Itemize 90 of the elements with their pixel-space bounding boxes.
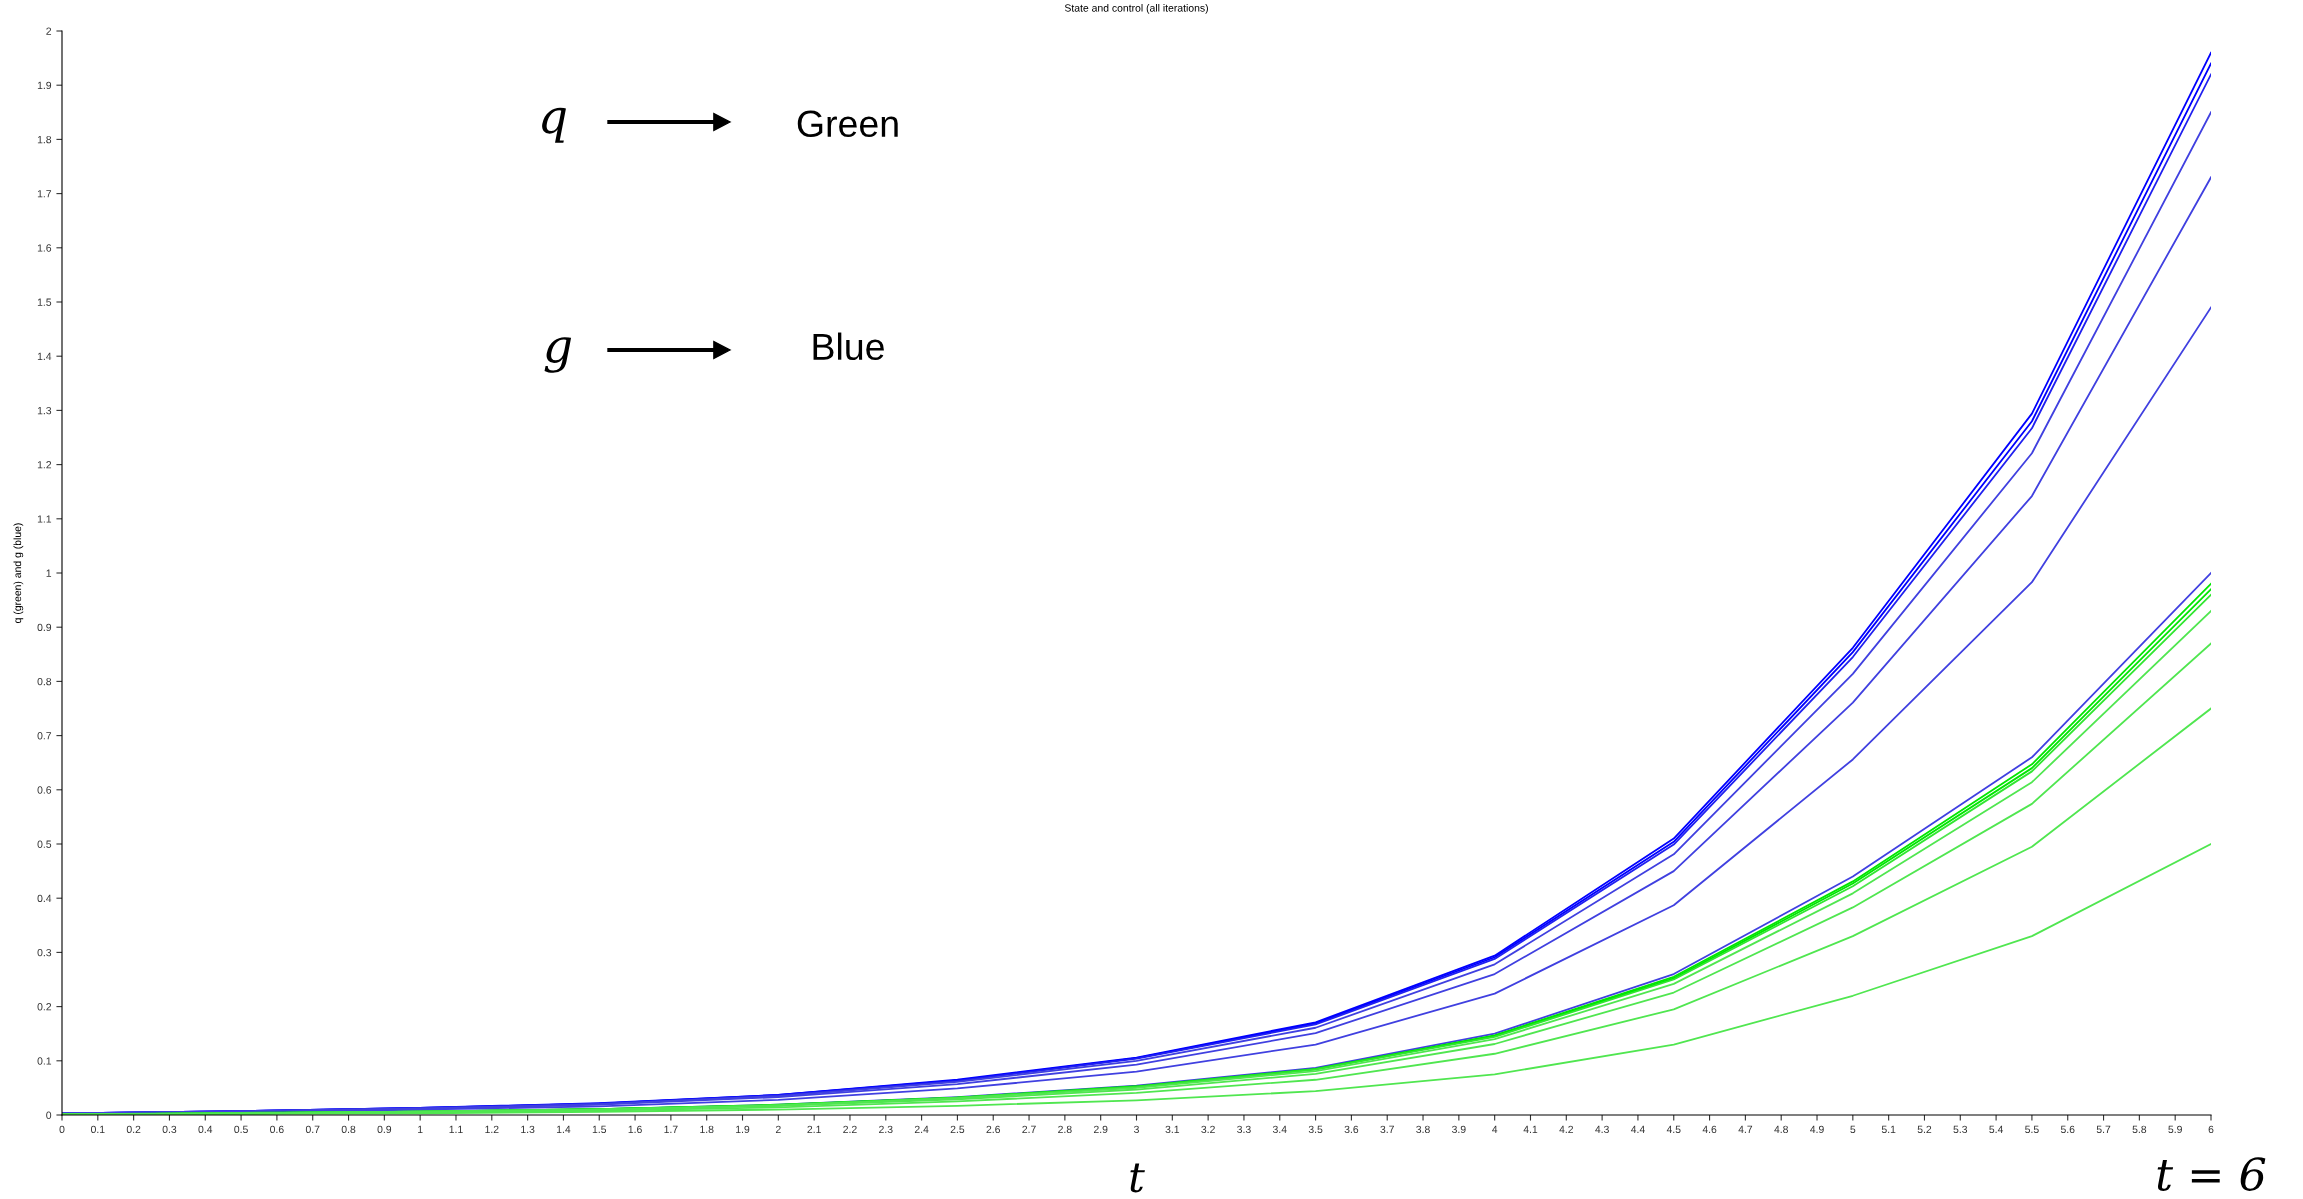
y-tick-label: 1.8: [37, 135, 52, 144]
y-tick-label: 1.7: [37, 190, 52, 198]
x-tick-label: 3.7: [1380, 1125, 1394, 1134]
x-tick-label: 4.5: [1666, 1125, 1681, 1134]
x-tick-label: 6: [2208, 1125, 2214, 1134]
annotation: g: [544, 337, 572, 373]
x-tick-label: 0.4: [198, 1125, 213, 1134]
y-tick-label: 1.9: [37, 81, 52, 90]
x-tick-label: 5.2: [1917, 1125, 1932, 1134]
y-tick-label: 0: [46, 1111, 52, 1119]
x-tick-label: 4.9: [1810, 1125, 1824, 1134]
x-tick-label: 1.2: [485, 1125, 499, 1133]
y-tick-label: 0.7: [37, 732, 52, 740]
x-tick-label: 0.8: [341, 1125, 356, 1134]
y-tick-label: 0.6: [37, 786, 52, 794]
x-tick-label: 2.2: [843, 1125, 857, 1133]
x-tick-label: 2.5: [950, 1125, 965, 1134]
y-tick-label: 2: [46, 27, 52, 35]
x-tick-label: 1.7: [664, 1125, 678, 1133]
x-tick-label: 5.6: [2060, 1125, 2075, 1134]
x-tick-label: 5.3: [1953, 1125, 1968, 1134]
x-axis-title: t: [1130, 1163, 1145, 1193]
x-tick-label: 4.6: [1702, 1125, 1717, 1134]
y-tick-label: 0.3: [37, 948, 52, 957]
x-tick-label: 4.1: [1523, 1125, 1538, 1133]
x-tick-label: 0.3: [162, 1125, 177, 1134]
x-tick-label: 1.4: [556, 1125, 571, 1133]
x-tick-label: 0.6: [270, 1125, 284, 1134]
y-tick-label: 1: [46, 569, 52, 577]
x-tick-label: 1.3: [521, 1125, 535, 1134]
x-tick-label: 4: [1492, 1125, 1498, 1133]
y-tick-label: 1.4: [37, 352, 52, 360]
x-tick-label: 0.9: [377, 1125, 392, 1134]
x-tick-label: 2.1: [807, 1125, 821, 1133]
x-tick-label: 1.1: [449, 1125, 463, 1133]
x-tick-label: 5.7: [2096, 1125, 2111, 1134]
x-tick-label: 2.7: [1022, 1125, 1036, 1133]
x-tick-label: 4.3: [1595, 1125, 1609, 1134]
y-tick-label: 1.3: [37, 406, 52, 415]
y-tick-label: 0.9: [37, 623, 52, 632]
annotation: Blue: [813, 332, 884, 361]
x-tick-label: 3.4: [1272, 1125, 1287, 1134]
x-tick-label: 0: [59, 1125, 65, 1134]
y-axis-title: q (green) and g (blue): [13, 523, 24, 623]
annotation: q: [542, 107, 566, 143]
y-tick-label: 1.1: [37, 515, 52, 523]
x-tick-label: 4.2: [1559, 1125, 1574, 1133]
x-tick-label: 3.1: [1165, 1125, 1180, 1134]
x-tick-label: 5.1: [1881, 1125, 1896, 1134]
x-tick-label: 2.8: [1058, 1125, 1072, 1134]
x-tick-label: 2.3: [879, 1125, 893, 1134]
y-tick-label: 0.2: [37, 1003, 52, 1011]
x-tick-label: 5.9: [2168, 1125, 2182, 1134]
x-tick-label: 3.9: [1452, 1125, 1466, 1134]
x-tick-label: 4.8: [1774, 1125, 1788, 1134]
y-tick-label: 0.1: [37, 1057, 52, 1065]
x-tick-label: 3.6: [1344, 1125, 1359, 1134]
x-tick-label: 5.5: [2025, 1125, 2039, 1134]
x-tick-label: 3.3: [1237, 1125, 1251, 1134]
text: t = 6: [2157, 1157, 2266, 1191]
x-tick-label: 3.2: [1201, 1125, 1215, 1134]
x-tick-label: 1.5: [592, 1125, 607, 1134]
x-tick-label: 4.7: [1738, 1125, 1753, 1133]
y-tick-label: 0.8: [37, 677, 52, 686]
x-tick-label: 2: [775, 1125, 781, 1133]
x-tick-label: 2.9: [1093, 1125, 1108, 1134]
x-tick-label: 4.4: [1630, 1125, 1645, 1133]
x-tick-label: 5.4: [1989, 1125, 2004, 1134]
chart-title: State and control (all iterations): [1064, 4, 1208, 14]
y-tick-label: 0.5: [37, 840, 52, 848]
y-tick-label: 1.6: [37, 244, 52, 252]
x-tick-label: 0.1: [90, 1125, 105, 1134]
x-tick-label: 1.6: [628, 1125, 642, 1134]
y-tick-label: 1.2: [37, 461, 52, 469]
x-tick-label: 0.7: [305, 1125, 320, 1134]
x-tick-label: 5.8: [2132, 1125, 2147, 1134]
x-tick-label: 2.4: [914, 1125, 929, 1133]
x-tick-label: 3: [1134, 1125, 1139, 1134]
annotation: Green: [797, 110, 898, 138]
y-tick-label: 1.5: [37, 298, 52, 306]
x-tick-label: 1.8: [700, 1125, 714, 1134]
x-tick-label: 3.8: [1416, 1125, 1430, 1134]
x-tick-label: 0.2: [126, 1125, 141, 1134]
x-tick-label: 0.5: [234, 1125, 248, 1134]
x-tick-label: 1.9: [736, 1125, 750, 1134]
x-tick-label: 1: [418, 1125, 423, 1133]
y-tick-label: 0.4: [37, 894, 52, 903]
x-tick-label: 3.5: [1308, 1125, 1323, 1134]
x-tick-label: 5: [1850, 1125, 1856, 1134]
x-tick-label: 2.6: [986, 1125, 1001, 1134]
